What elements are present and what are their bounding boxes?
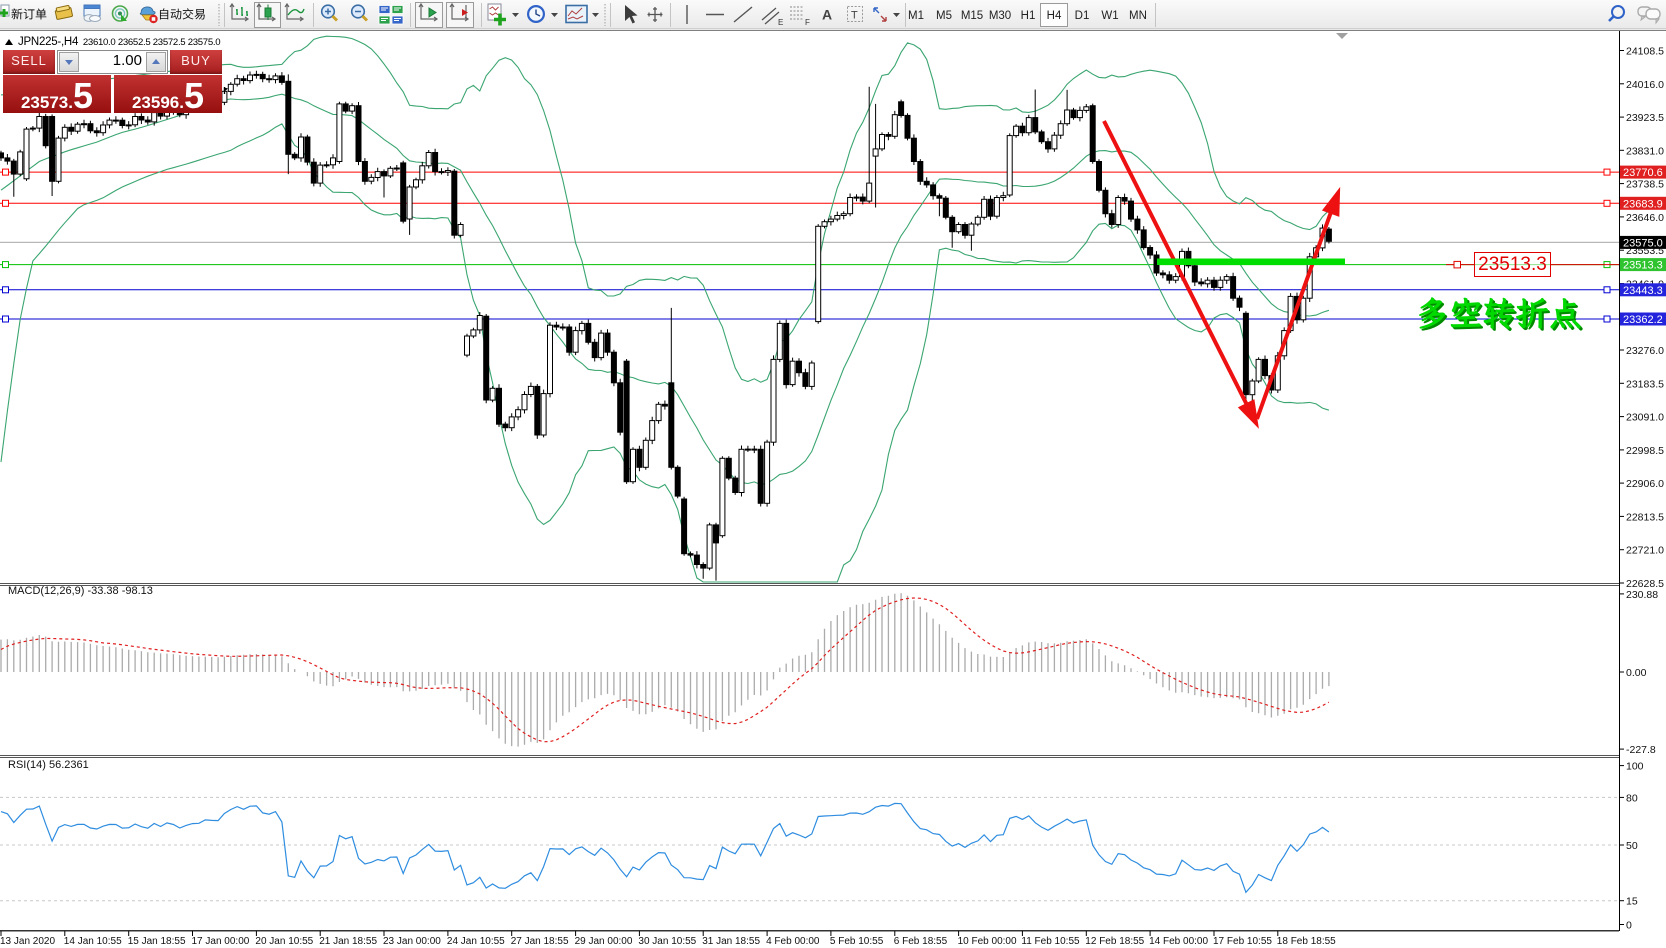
svg-text:24108.5: 24108.5 (1626, 46, 1664, 58)
svg-text:14 Jan 10:55: 14 Jan 10:55 (64, 936, 122, 947)
svg-text:F: F (805, 18, 810, 27)
svg-text:230.88: 230.88 (1626, 589, 1658, 601)
svg-text:22813.5: 22813.5 (1626, 511, 1664, 523)
svg-text:0.00: 0.00 (1626, 667, 1647, 679)
svg-text:M1: M1 (908, 10, 924, 22)
svg-text:-227.8: -227.8 (1626, 744, 1656, 756)
svg-text:31 Jan 18:55: 31 Jan 18:55 (702, 936, 760, 947)
svg-text:21 Jan 18:55: 21 Jan 18:55 (319, 936, 377, 947)
svg-text:23770.6: 23770.6 (1623, 167, 1663, 179)
svg-text:23738.5: 23738.5 (1626, 179, 1664, 191)
svg-text:6 Feb 18:55: 6 Feb 18:55 (894, 936, 948, 947)
svg-text:T: T (851, 10, 858, 22)
svg-text:13 Jan 2020: 13 Jan 2020 (0, 936, 55, 947)
svg-text:20 Jan 10:55: 20 Jan 10:55 (255, 936, 313, 947)
svg-text:D1: D1 (1075, 10, 1090, 22)
svg-text:W1: W1 (1101, 10, 1118, 22)
svg-text:H1: H1 (1021, 10, 1036, 22)
svg-text:4 Feb 00:00: 4 Feb 00:00 (766, 936, 820, 947)
svg-text:22906.0: 22906.0 (1626, 478, 1664, 490)
svg-text:23683.9: 23683.9 (1623, 198, 1663, 210)
svg-text:MACD(12,26,9) -33.38 -98.13: MACD(12,26,9) -33.38 -98.13 (8, 585, 153, 597)
svg-text:14 Feb 00:00: 14 Feb 00:00 (1149, 936, 1208, 947)
svg-text:23831.0: 23831.0 (1626, 145, 1664, 157)
svg-text:30 Jan 10:55: 30 Jan 10:55 (638, 936, 696, 947)
svg-text:E: E (778, 18, 783, 27)
svg-text:15 Jan 18:55: 15 Jan 18:55 (128, 936, 186, 947)
svg-text:0: 0 (1626, 920, 1632, 932)
svg-text:A: A (822, 7, 832, 23)
svg-text:80: 80 (1626, 792, 1638, 804)
svg-text:11 Feb 10:55: 11 Feb 10:55 (1021, 936, 1080, 947)
svg-text:MN: MN (1129, 10, 1147, 22)
svg-text:22721.0: 22721.0 (1626, 545, 1664, 557)
svg-text:M15: M15 (961, 10, 983, 22)
svg-text:H4: H4 (1047, 10, 1062, 22)
svg-text:M5: M5 (936, 10, 952, 22)
svg-text:23 Jan 00:00: 23 Jan 00:00 (383, 936, 441, 947)
svg-text:27 Jan 18:55: 27 Jan 18:55 (511, 936, 569, 947)
svg-text:17 Feb 10:55: 17 Feb 10:55 (1213, 936, 1272, 947)
svg-text:12 Feb 18:55: 12 Feb 18:55 (1085, 936, 1144, 947)
svg-text:23575.0: 23575.0 (1623, 237, 1663, 249)
svg-text:10 Feb 00:00: 10 Feb 00:00 (958, 936, 1017, 947)
svg-text:18 Feb 18:55: 18 Feb 18:55 (1277, 936, 1336, 947)
svg-text:RSI(14) 56.2361: RSI(14) 56.2361 (8, 759, 89, 771)
svg-text:23923.5: 23923.5 (1626, 112, 1664, 124)
svg-text:5 Feb 10:55: 5 Feb 10:55 (830, 936, 884, 947)
svg-text:22628.5: 22628.5 (1626, 578, 1664, 590)
svg-text:24016.0: 24016.0 (1626, 79, 1664, 91)
svg-text:M30: M30 (989, 10, 1011, 22)
svg-text:23513.3: 23513.3 (1623, 260, 1663, 272)
svg-text:23362.2: 23362.2 (1623, 314, 1663, 326)
svg-text:100: 100 (1626, 761, 1644, 773)
svg-text:23276.0: 23276.0 (1626, 345, 1664, 357)
svg-text:23183.5: 23183.5 (1626, 378, 1664, 390)
svg-text:23443.3: 23443.3 (1623, 285, 1663, 297)
svg-text:17 Jan 00:00: 17 Jan 00:00 (192, 936, 250, 947)
svg-text:24 Jan 10:55: 24 Jan 10:55 (447, 936, 505, 947)
svg-text:22998.5: 22998.5 (1626, 445, 1664, 457)
svg-text:50: 50 (1626, 840, 1638, 852)
svg-text:15: 15 (1626, 896, 1638, 908)
svg-text:29 Jan 00:00: 29 Jan 00:00 (575, 936, 633, 947)
svg-text:23091.0: 23091.0 (1626, 412, 1664, 424)
svg-text:23646.0: 23646.0 (1626, 212, 1664, 224)
